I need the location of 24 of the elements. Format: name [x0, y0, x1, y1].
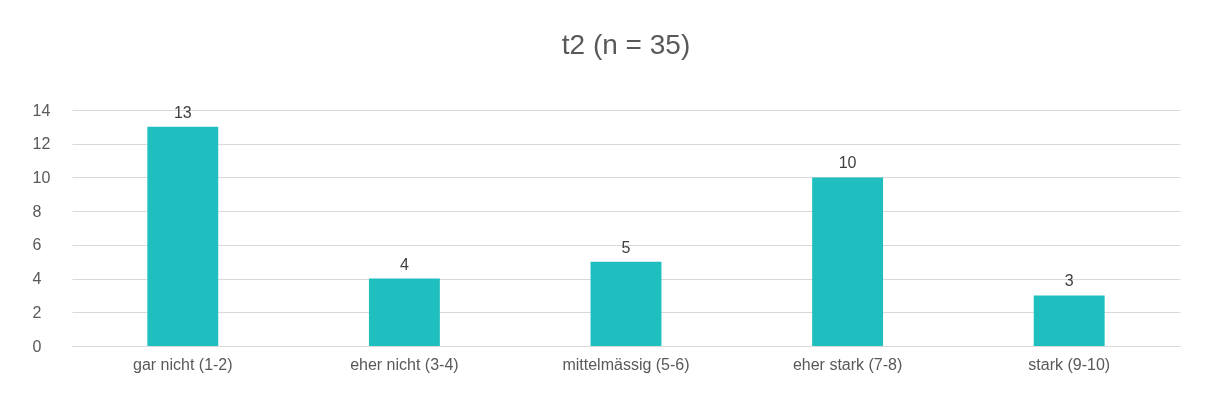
y-tick-label: 14 — [32, 101, 51, 119]
y-tick-label: 4 — [32, 270, 42, 288]
bar — [590, 261, 662, 346]
y-tick-label: 10 — [32, 168, 51, 186]
data-label: 10 — [838, 154, 857, 172]
data-label: 3 — [1064, 272, 1074, 290]
x-tick-label: gar nicht (1-2) — [133, 355, 233, 373]
x-tick-label: eher nicht (3-4) — [350, 355, 459, 373]
chart-title: t2 (n = 35) — [561, 29, 691, 60]
x-tick-label: eher stark (7-8) — [792, 355, 903, 373]
data-label: 5 — [621, 238, 631, 256]
data-label: 13 — [173, 103, 192, 121]
x-tick-label: stark (9-10) — [1028, 355, 1111, 373]
y-tick-label: 6 — [32, 236, 42, 254]
bar — [147, 126, 219, 346]
y-tick-label: 8 — [32, 202, 42, 220]
y-tick-label: 0 — [32, 337, 42, 355]
bar — [1033, 295, 1105, 346]
bar — [812, 177, 884, 346]
y-tick-label: 2 — [32, 303, 42, 321]
bar — [368, 278, 440, 346]
data-label: 4 — [399, 255, 409, 273]
x-tick-label: mittelmässig (5-6) — [562, 355, 690, 373]
y-tick-label: 12 — [32, 135, 51, 153]
